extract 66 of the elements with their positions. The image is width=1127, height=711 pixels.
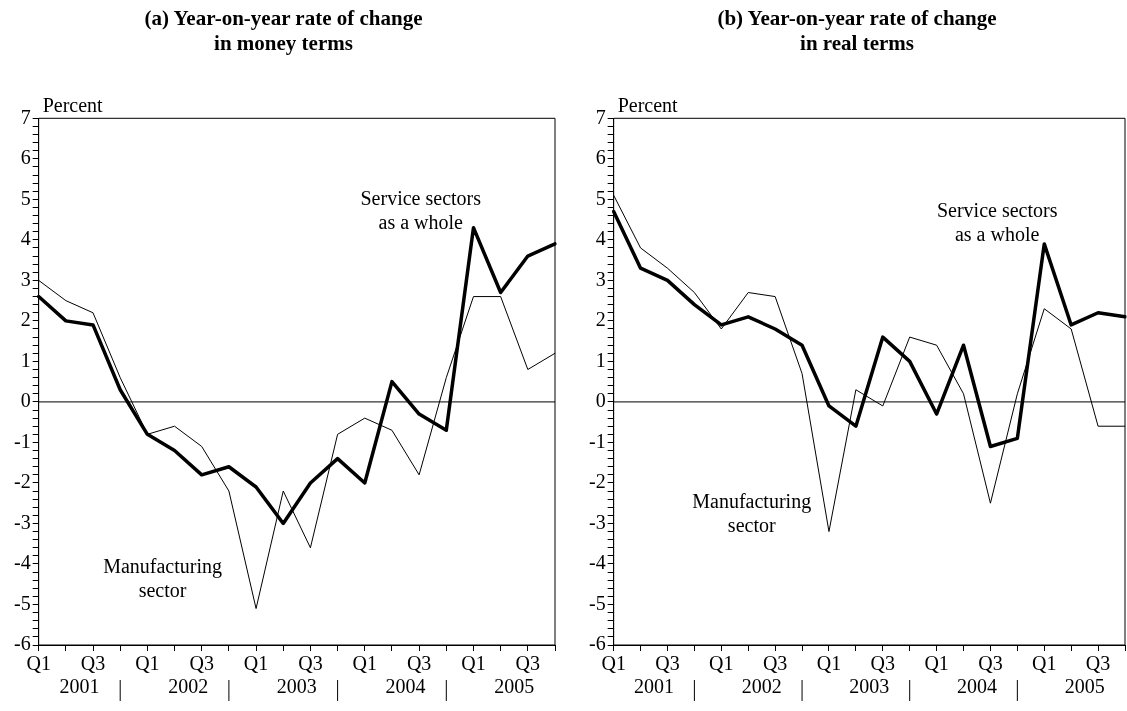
y-tick-label: 7 <box>595 105 606 128</box>
text: 2003 <box>849 675 890 698</box>
text: 2005 <box>1064 675 1105 698</box>
x-tick-label: Q1 <box>924 652 949 675</box>
y-tick-label: -5 <box>588 591 606 614</box>
y-tick-label: 3 <box>595 267 606 290</box>
y-axis-title: Percent <box>42 93 104 116</box>
y-tick-label: 2 <box>595 308 606 331</box>
text: 2004 <box>385 675 426 698</box>
y-axis-title: Percent <box>617 93 679 116</box>
y-tick-label: -5 <box>13 591 31 614</box>
y-tick-label: -4 <box>13 551 31 574</box>
x-tick-label: Q3 <box>189 652 214 675</box>
y-tick-label: 4 <box>595 227 606 250</box>
y-tick-label: 0 <box>20 389 31 412</box>
series-label: Service sectors as a whole <box>936 198 1058 245</box>
text: 2001 <box>59 675 100 698</box>
text: 2002 <box>741 675 782 698</box>
x-tick-label: Q1 <box>816 652 842 675</box>
y-tick-label: 6 <box>20 146 31 169</box>
text: 2005 <box>494 675 535 698</box>
series-label: Manufacturing sector <box>692 490 812 537</box>
y-tick-label: 7 <box>20 105 31 128</box>
y-tick-label: 1 <box>595 348 606 371</box>
x-tick-label: Q1 <box>461 652 486 675</box>
text: 2002 <box>168 675 209 698</box>
y-tick-label: 5 <box>595 186 606 209</box>
x-tick-label: Q1 <box>352 652 377 675</box>
y-tick-label: -1 <box>13 429 31 452</box>
y-tick-label: 4 <box>20 227 31 250</box>
y-tick-label: 6 <box>595 146 606 169</box>
y-tick-label: -4 <box>588 551 606 574</box>
y-tick-label: 2 <box>20 308 31 331</box>
series-label: Service sectors as a whole <box>360 186 482 233</box>
x-tick-label: Q3 <box>298 652 323 675</box>
y-tick-label: -1 <box>588 429 606 452</box>
y-tick-label: -3 <box>13 510 31 533</box>
x-tick-label: Q3 <box>80 652 106 675</box>
x-tick-label: Q1 <box>601 652 626 675</box>
y-tick-label: 3 <box>20 267 31 290</box>
chart-title: (b) Year-on-year rate of change in real terms <box>717 6 997 55</box>
x-tick-label: Q3 <box>406 652 432 675</box>
x-tick-label: Q3 <box>762 652 788 675</box>
x-tick-label: Q1 <box>1032 652 1057 675</box>
text: 2003 <box>276 675 317 698</box>
series-label: Manufacturing sector <box>103 555 223 602</box>
chart-title: (a) Year-on-year rate of change in money terms <box>144 6 423 55</box>
x-tick-label: Q3 <box>515 652 541 675</box>
y-tick-label: 5 <box>20 186 31 209</box>
x-tick-label: Q1 <box>243 652 269 675</box>
y-tick-label: 0 <box>595 389 606 412</box>
x-tick-label: Q1 <box>709 652 734 675</box>
x-tick-label: Q3 <box>870 652 896 675</box>
y-tick-label: -6 <box>588 632 606 655</box>
x-tick-label: Q3 <box>655 652 680 675</box>
y-tick-label: 1 <box>20 348 31 371</box>
x-tick-label: Q3 <box>978 652 1003 675</box>
text: 2001 <box>634 675 675 698</box>
x-tick-label: Q3 <box>1085 652 1111 675</box>
text: 2004 <box>956 675 997 698</box>
y-tick-label: -6 <box>13 632 31 655</box>
x-tick-label: Q1 <box>135 652 160 675</box>
y-tick-label: -2 <box>13 470 31 493</box>
x-tick-label: Q1 <box>26 652 51 675</box>
y-tick-label: -2 <box>588 470 606 493</box>
y-tick-label: -3 <box>588 510 606 533</box>
